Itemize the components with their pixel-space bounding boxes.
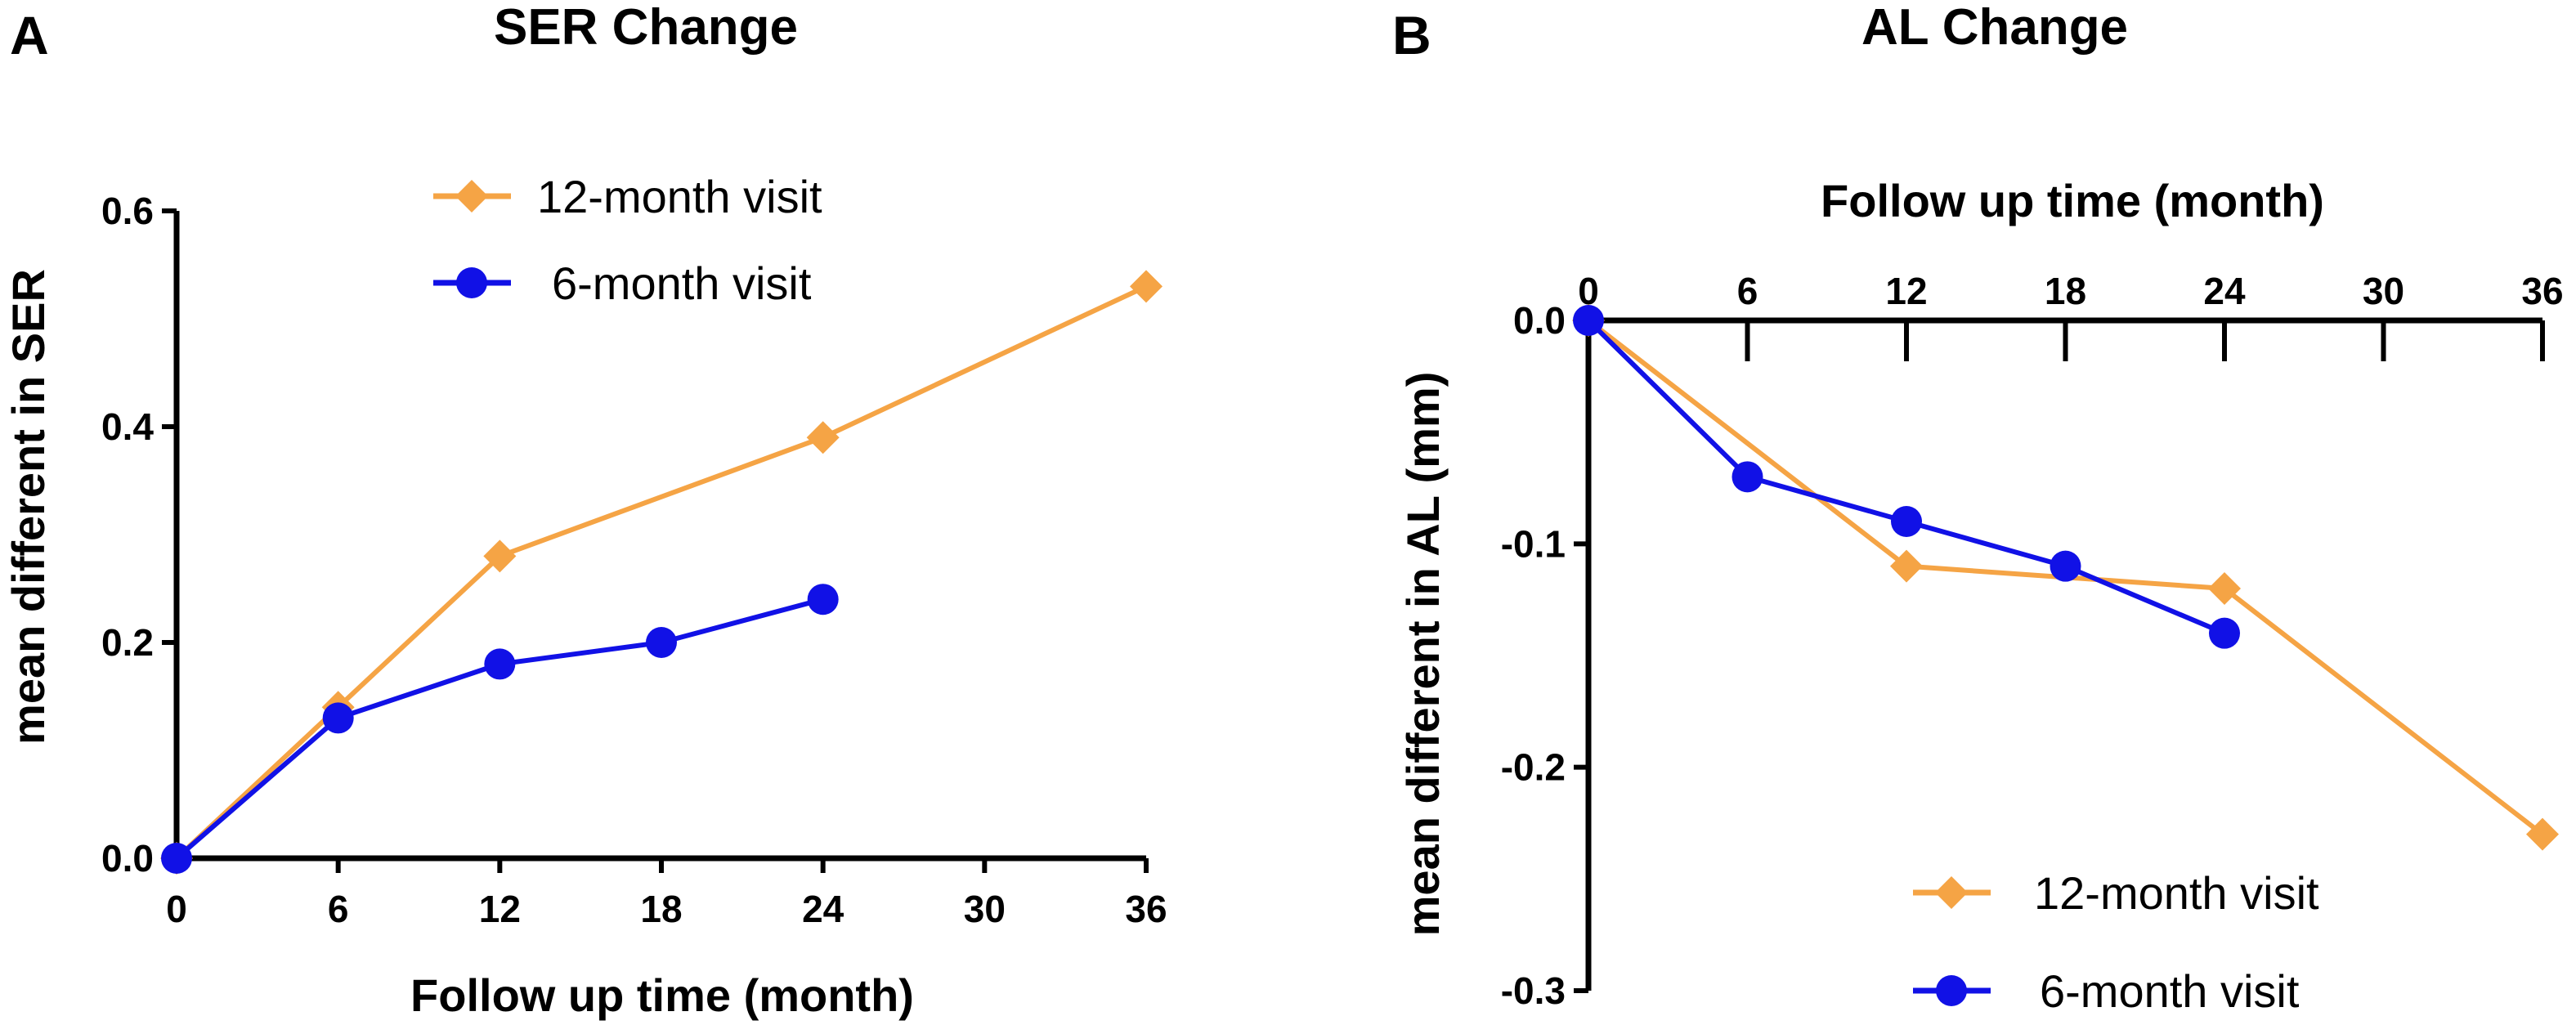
x-tick-label: 24 bbox=[802, 888, 844, 930]
data-point-circle bbox=[484, 648, 516, 680]
panel-b-title: AL Change bbox=[1861, 0, 2128, 56]
data-point-diamond bbox=[2526, 817, 2559, 851]
diamond-marker-icon bbox=[455, 180, 488, 213]
panel-a-xlabel: Follow up time (month) bbox=[410, 969, 914, 1021]
data-point-circle bbox=[646, 627, 677, 658]
series-line-6-month-visit bbox=[1586, 318, 2226, 636]
x-tick-label: 36 bbox=[1125, 888, 1167, 930]
data-point-diamond bbox=[1890, 549, 1923, 583]
x-tick-label: 18 bbox=[2045, 270, 2086, 312]
x-tick-label: 30 bbox=[2363, 270, 2404, 312]
panel-a-series bbox=[160, 270, 1163, 875]
panel-a-legend: 12-month visit 6-month visit bbox=[433, 171, 822, 309]
diamond-marker-icon bbox=[1935, 876, 1968, 909]
y-tick-label: 0.0 bbox=[101, 837, 154, 880]
series-line-6-month-visit bbox=[175, 597, 824, 861]
panel-a-legend-label-12: 12-month visit bbox=[537, 171, 822, 222]
panel-b: B AL Change Follow up time (month) mean … bbox=[1392, 0, 2564, 1017]
data-point-diamond bbox=[806, 421, 840, 454]
x-tick-label: 0 bbox=[166, 888, 187, 930]
data-point-diamond bbox=[483, 539, 517, 573]
panel-a-x-ticks: 0 6 12 18 24 30 36 bbox=[166, 858, 1167, 930]
panel-a-letter: A bbox=[10, 5, 49, 65]
y-tick-label: 0.0 bbox=[1513, 299, 1566, 342]
data-point-circle bbox=[1732, 461, 1763, 493]
panel-a-ylabel: mean different in SER bbox=[2, 269, 54, 745]
panel-b-legend: 12-month visit 6-month visit bbox=[1913, 867, 2319, 1017]
panel-a-legend-label-6: 6-month visit bbox=[552, 257, 812, 309]
series-line-12-month-visit bbox=[174, 284, 1148, 861]
panel-a: A SER Change Follow up time (month) mean… bbox=[2, 0, 1167, 1021]
panel-b-legend-label-6: 6-month visit bbox=[2040, 965, 2300, 1017]
panel-b-y-ticks: 0.0 -0.1 -0.2 -0.3 bbox=[1501, 299, 1588, 1012]
x-tick-label: 6 bbox=[328, 888, 349, 930]
y-tick-label: -0.3 bbox=[1501, 969, 1566, 1012]
panel-a-title: SER Change bbox=[494, 0, 798, 56]
y-tick-label: -0.1 bbox=[1501, 522, 1566, 565]
panel-b-series bbox=[1572, 304, 2559, 851]
panel-b-legend-item-6: 6-month visit bbox=[1913, 965, 2300, 1017]
data-point-circle bbox=[2209, 617, 2240, 649]
panel-b-legend-item-12: 12-month visit bbox=[1913, 867, 2319, 919]
data-point-diamond bbox=[2208, 572, 2241, 605]
y-tick-label: 0.2 bbox=[101, 621, 154, 664]
panel-b-ylabel: mean different in AL (mm) bbox=[1397, 372, 1449, 937]
y-tick-label: 0.6 bbox=[101, 190, 154, 232]
x-tick-label: 36 bbox=[2521, 270, 2563, 312]
panel-b-x-ticks: 0 6 12 18 24 30 36 bbox=[1578, 270, 2564, 361]
circle-marker-icon bbox=[456, 267, 487, 298]
x-tick-label: 18 bbox=[640, 888, 682, 930]
y-tick-label: -0.2 bbox=[1501, 746, 1566, 789]
data-point-circle bbox=[161, 843, 192, 874]
data-point-circle bbox=[2050, 550, 2081, 582]
panel-a-y-ticks: 0.0 0.2 0.4 0.6 bbox=[101, 190, 177, 880]
data-point-circle bbox=[1891, 506, 1922, 537]
circle-marker-icon bbox=[1936, 975, 1967, 1006]
panel-b-legend-label-12: 12-month visit bbox=[2034, 867, 2319, 919]
y-tick-label: 0.4 bbox=[101, 405, 154, 448]
data-point-circle bbox=[807, 584, 839, 615]
x-tick-label: 12 bbox=[479, 888, 521, 930]
data-point-circle bbox=[322, 702, 354, 734]
x-tick-label: 24 bbox=[2203, 270, 2246, 312]
data-point-circle bbox=[1573, 305, 1604, 336]
panel-a-legend-item-12: 12-month visit bbox=[433, 171, 822, 222]
panel-a-legend-item-6: 6-month visit bbox=[433, 257, 812, 309]
x-tick-label: 12 bbox=[1885, 270, 1927, 312]
panel-b-xlabel: Follow up time (month) bbox=[1821, 175, 2324, 226]
panel-b-letter: B bbox=[1392, 5, 1431, 65]
x-tick-label: 30 bbox=[964, 888, 1006, 930]
x-tick-label: 6 bbox=[1737, 270, 1758, 312]
data-point-diamond bbox=[1130, 270, 1163, 303]
